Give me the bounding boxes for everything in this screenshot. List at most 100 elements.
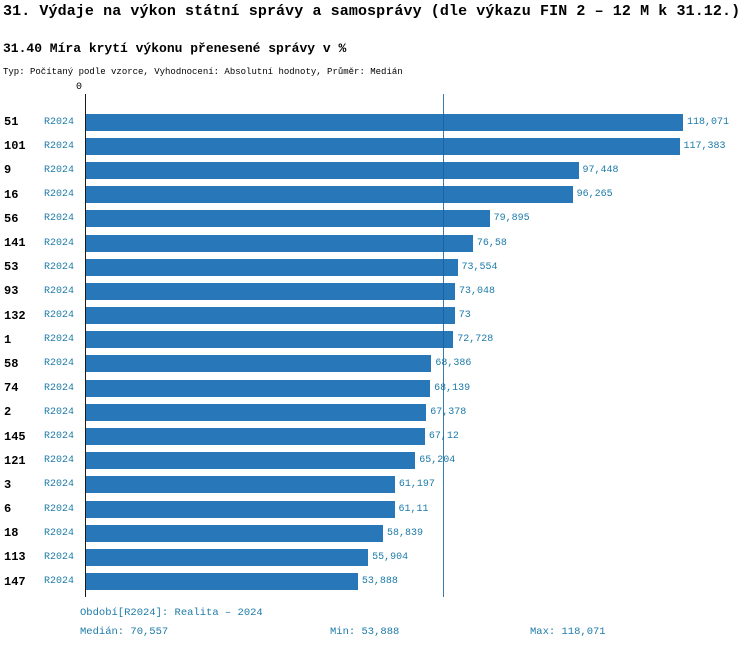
category-label: 9 — [4, 163, 12, 178]
bar-area: 118,071 — [85, 110, 750, 134]
bar-area: 97,448 — [85, 158, 750, 182]
bar — [85, 524, 383, 542]
value-label: 72,728 — [457, 334, 494, 346]
value-label: 79,895 — [493, 213, 530, 225]
value-label: 118,071 — [687, 116, 730, 128]
bar-area: 73 — [85, 304, 750, 328]
value-label: 73 — [458, 310, 471, 322]
value-label: 67,378 — [430, 406, 467, 418]
chart-row: 2 R2024 67,378 — [0, 400, 750, 424]
category-label: 56 — [4, 211, 19, 226]
category-label: 141 — [4, 236, 26, 251]
category-label: 147 — [4, 574, 26, 589]
value-label: 61,197 — [398, 479, 435, 491]
series-label: R2024 — [44, 285, 75, 297]
value-label: 68,139 — [434, 382, 471, 394]
category-label: 113 — [4, 550, 26, 565]
category-label: 74 — [4, 381, 19, 396]
value-label: 55,904 — [372, 551, 409, 563]
series-label: R2024 — [44, 189, 75, 201]
value-label: 53,888 — [361, 576, 398, 588]
category-label: 2 — [4, 405, 12, 420]
bar-area: 61,197 — [85, 473, 750, 497]
footer-min: Min: 53,888 — [330, 626, 400, 638]
chart-row: 6 R2024 61,11 — [0, 497, 750, 521]
chart-row: 74 R2024 68,139 — [0, 376, 750, 400]
series-label: R2024 — [44, 455, 75, 467]
series-label: R2024 — [44, 527, 75, 539]
bar — [85, 258, 458, 276]
bar — [85, 548, 369, 566]
bar — [85, 234, 473, 252]
bar-area: 67,378 — [85, 400, 750, 424]
series-label: R2024 — [44, 431, 75, 443]
chart-type-info: Typ: Počítaný podle vzorce, Vyhodnocení:… — [3, 67, 403, 77]
chart-row: 113 R2024 55,904 — [0, 545, 750, 569]
series-label: R2024 — [44, 479, 75, 491]
bar — [85, 210, 490, 228]
value-label: 68,386 — [435, 358, 472, 370]
bar-area: 73,554 — [85, 255, 750, 279]
category-label: 121 — [4, 453, 26, 468]
category-label: 1 — [4, 332, 12, 347]
bar-area: 55,904 — [85, 545, 750, 569]
bar — [85, 428, 425, 446]
value-label: 97,448 — [582, 164, 619, 176]
bar-area: 67,12 — [85, 424, 750, 448]
bar-area: 68,139 — [85, 376, 750, 400]
bar — [85, 403, 427, 421]
series-label: R2024 — [44, 382, 75, 394]
bar — [85, 500, 395, 518]
series-label: R2024 — [44, 406, 75, 418]
series-label: R2024 — [44, 334, 75, 346]
bar-area: 76,58 — [85, 231, 750, 255]
chart-row: 3 R2024 61,197 — [0, 473, 750, 497]
series-label: R2024 — [44, 140, 75, 152]
chart-row: 18 R2024 58,839 — [0, 521, 750, 545]
category-label: 18 — [4, 526, 19, 541]
chart-row: 141 R2024 76,58 — [0, 231, 750, 255]
y-axis-line — [85, 94, 86, 597]
bar — [85, 331, 454, 349]
category-label: 101 — [4, 139, 26, 154]
bar-area: 65,204 — [85, 449, 750, 473]
value-label: 76,58 — [476, 237, 507, 249]
bar-area: 73,048 — [85, 279, 750, 303]
footer-period: Období[R2024]: Realita – 2024 — [80, 607, 263, 619]
category-label: 145 — [4, 429, 26, 444]
chart-row: 93 R2024 73,048 — [0, 279, 750, 303]
value-label: 65,204 — [419, 455, 456, 467]
value-label: 58,839 — [387, 527, 424, 539]
bar — [85, 113, 683, 131]
bar-area: 72,728 — [85, 328, 750, 352]
bar-area: 79,895 — [85, 207, 750, 231]
bar — [85, 161, 579, 179]
series-label: R2024 — [44, 237, 75, 249]
category-label: 6 — [4, 502, 12, 517]
chart-row: 51 R2024 118,071 — [0, 110, 750, 134]
bar — [85, 137, 680, 155]
category-label: 51 — [4, 115, 19, 130]
category-label: 132 — [4, 308, 26, 323]
chart-row: 56 R2024 79,895 — [0, 207, 750, 231]
chart-row: 9 R2024 97,448 — [0, 158, 750, 182]
bar — [85, 355, 432, 373]
series-label: R2024 — [44, 576, 75, 588]
series-label: R2024 — [44, 358, 75, 370]
series-label: R2024 — [44, 551, 75, 563]
value-label: 96,265 — [576, 189, 613, 201]
value-label: 73,554 — [461, 261, 498, 273]
value-label: 117,383 — [683, 140, 726, 152]
series-label: R2024 — [44, 164, 75, 176]
series-label: R2024 — [44, 261, 75, 273]
category-label: 16 — [4, 187, 19, 202]
axis-origin-label: 0 — [75, 82, 82, 93]
bar — [85, 476, 395, 494]
report-title: 31. Výdaje na výkon státní správy a samo… — [3, 3, 741, 20]
category-label: 3 — [4, 477, 12, 492]
category-label: 58 — [4, 356, 19, 371]
bar-area: 96,265 — [85, 183, 750, 207]
bar — [85, 282, 455, 300]
bar — [85, 307, 455, 325]
